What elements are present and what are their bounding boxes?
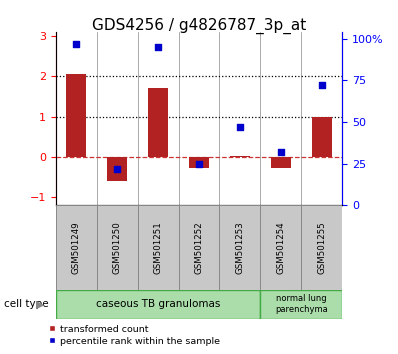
Legend: transformed count, percentile rank within the sample: transformed count, percentile rank withi… bbox=[45, 321, 223, 349]
Point bbox=[114, 166, 120, 171]
Text: cell type: cell type bbox=[4, 299, 49, 309]
Bar bbox=[312, 116, 332, 157]
Text: GSM501252: GSM501252 bbox=[195, 221, 203, 274]
Text: GSM501249: GSM501249 bbox=[72, 222, 81, 274]
Bar bbox=[107, 157, 127, 181]
Point bbox=[196, 161, 202, 166]
Bar bbox=[56, 290, 260, 319]
Bar bbox=[271, 157, 291, 168]
Text: GSM501250: GSM501250 bbox=[113, 221, 122, 274]
Bar bbox=[179, 205, 219, 290]
Bar bbox=[219, 205, 260, 290]
Point bbox=[73, 41, 79, 46]
Bar bbox=[260, 290, 342, 319]
Text: GDS4256 / g4826787_3p_at: GDS4256 / g4826787_3p_at bbox=[92, 18, 306, 34]
Bar bbox=[56, 205, 97, 290]
Text: normal lung
parenchyma: normal lung parenchyma bbox=[275, 295, 328, 314]
Text: GSM501254: GSM501254 bbox=[276, 221, 285, 274]
Bar bbox=[97, 205, 138, 290]
Point bbox=[278, 149, 284, 155]
Bar bbox=[260, 205, 301, 290]
Point bbox=[319, 82, 325, 88]
Bar bbox=[189, 157, 209, 168]
Text: GSM501251: GSM501251 bbox=[154, 221, 162, 274]
Bar bbox=[230, 156, 250, 157]
Text: GSM501255: GSM501255 bbox=[317, 221, 326, 274]
Point bbox=[237, 124, 243, 130]
Bar bbox=[301, 205, 342, 290]
Bar bbox=[138, 205, 179, 290]
Text: GSM501253: GSM501253 bbox=[236, 221, 244, 274]
Bar bbox=[148, 87, 168, 157]
Text: ▶: ▶ bbox=[35, 299, 44, 309]
Text: caseous TB granulomas: caseous TB granulomas bbox=[96, 299, 220, 309]
Point bbox=[155, 44, 161, 50]
Bar bbox=[66, 74, 86, 157]
